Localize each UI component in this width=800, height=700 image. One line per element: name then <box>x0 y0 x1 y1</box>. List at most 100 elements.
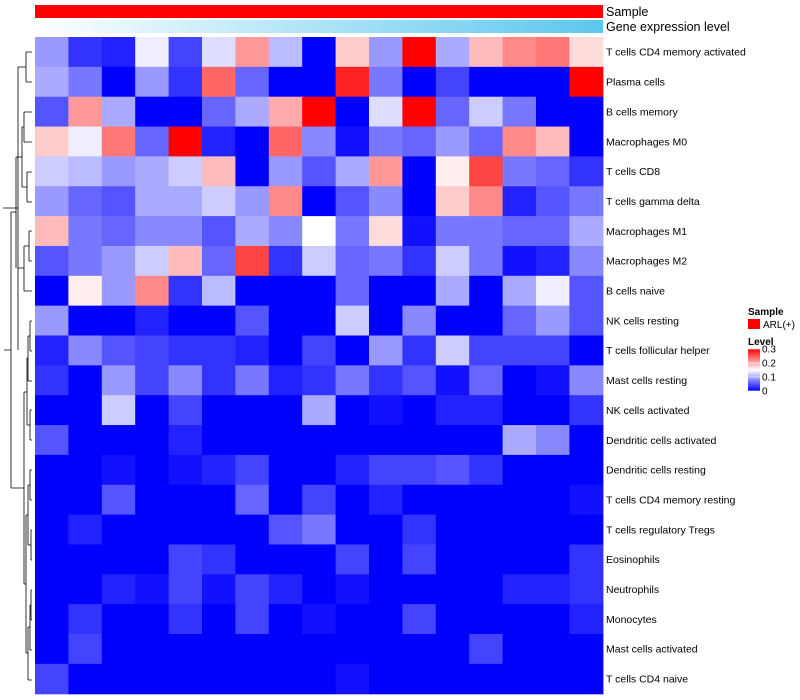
heatmap-cell <box>68 663 103 695</box>
heatmap-cell <box>335 604 370 635</box>
heatmap-cell <box>135 335 170 366</box>
heatmap-cell <box>402 66 437 98</box>
heatmap-cell <box>469 544 504 575</box>
heatmap-cell <box>168 66 203 98</box>
sample-annotation-bar <box>35 5 603 18</box>
heatmap-cell <box>536 604 570 635</box>
heatmap-cell <box>302 66 337 98</box>
heatmap-cell <box>35 663 69 695</box>
heatmap-cell <box>168 245 203 277</box>
heatmap-cell <box>469 186 504 217</box>
heatmap-cell <box>235 454 270 486</box>
heatmap-cell <box>68 634 103 665</box>
heatmap-cell <box>502 395 537 426</box>
heatmap-cell <box>202 96 236 128</box>
heatmap-cell <box>402 544 437 575</box>
heatmap-cell <box>202 574 236 605</box>
heatmap-cell <box>569 216 604 247</box>
heatmap-cell <box>268 365 303 396</box>
heatmap-cell <box>435 395 470 426</box>
heatmap-cell <box>369 186 403 217</box>
heatmap-cell <box>335 37 370 68</box>
heatmap-cell <box>302 574 337 605</box>
heatmap-cell <box>435 425 470 456</box>
heatmap-cell <box>68 66 103 98</box>
heatmap-cell <box>235 425 270 456</box>
heatmap-cell <box>335 574 370 605</box>
heatmap-cell <box>268 454 303 486</box>
heatmap-cell <box>101 544 136 575</box>
heatmap-cell <box>168 365 203 396</box>
heatmap-cell <box>569 365 604 396</box>
heatmap-cell <box>435 245 470 277</box>
heatmap-cell <box>469 365 504 396</box>
heatmap-cell <box>35 425 69 456</box>
heatmap-cell <box>68 37 103 68</box>
heatmap-cell <box>101 275 136 307</box>
heatmap-cell <box>68 544 103 575</box>
heatmap-cell <box>68 305 103 337</box>
heatmap-cell <box>569 604 604 635</box>
heatmap-cell <box>502 604 537 635</box>
heatmap-cell <box>402 335 437 366</box>
heatmap-cell <box>268 425 303 456</box>
heatmap-cell <box>268 66 303 98</box>
heatmap-cell <box>202 634 236 665</box>
heatmap-cell <box>268 634 303 665</box>
heatmap-cell <box>101 663 136 695</box>
heatmap-cell <box>536 245 570 277</box>
heatmap-cell <box>235 634 270 665</box>
heatmap-cell <box>268 305 303 337</box>
heatmap-cell <box>369 604 403 635</box>
heatmap-cell <box>369 66 403 98</box>
heatmap-cell <box>35 544 69 575</box>
heatmap-cell <box>469 425 504 456</box>
heatmap-cell <box>35 216 69 247</box>
legend-level-colorbar <box>748 349 760 391</box>
heatmap-cell <box>502 305 537 337</box>
heatmap-cell <box>135 484 170 516</box>
heatmap-cell <box>135 305 170 337</box>
heatmap-cell <box>101 365 136 396</box>
heatmap-cell <box>469 574 504 605</box>
heatmap-cell <box>335 126 370 157</box>
heatmap-cell <box>569 96 604 128</box>
heatmap-cell <box>302 365 337 396</box>
heatmap-cell <box>35 454 69 486</box>
heatmap-cell <box>68 245 103 277</box>
heatmap-cell <box>302 634 337 665</box>
heatmap-cell <box>435 275 470 307</box>
heatmap-cell <box>469 634 504 665</box>
heatmap-cell <box>135 186 170 217</box>
heatmap-cell <box>268 216 303 247</box>
row-label: Macrophages M0 <box>606 136 687 148</box>
heatmap-cell <box>135 574 170 605</box>
row-label: T cells CD4 memory resting <box>606 494 735 506</box>
heatmap-cell <box>402 216 437 247</box>
heatmap-cell <box>68 275 103 307</box>
heatmap-cell <box>435 604 470 635</box>
heatmap-cell <box>502 37 537 68</box>
heatmap-cell <box>402 604 437 635</box>
heatmap-cell <box>135 365 170 396</box>
heatmap-cell <box>369 484 403 516</box>
heatmap-cell <box>101 454 136 486</box>
heatmap-cell <box>235 37 270 68</box>
heatmap-cell <box>168 216 203 247</box>
heatmap-cell <box>268 395 303 426</box>
heatmap-cell <box>402 454 437 486</box>
heatmap-cell <box>35 514 69 546</box>
heatmap-cell <box>135 604 170 635</box>
row-label: NK cells resting <box>606 315 679 327</box>
heatmap-cell <box>35 156 69 187</box>
heatmap-cell <box>402 663 437 695</box>
heatmap-cell <box>268 96 303 128</box>
dendrogram-branches <box>3 51 32 681</box>
heatmap-cell <box>101 186 136 217</box>
heatmap-cell <box>469 305 504 337</box>
heatmap-cell <box>469 37 504 68</box>
heatmap-cell <box>302 275 337 307</box>
row-label: Neutrophils <box>606 584 659 596</box>
heatmap-cell <box>536 574 570 605</box>
heatmap-cell <box>469 335 504 366</box>
